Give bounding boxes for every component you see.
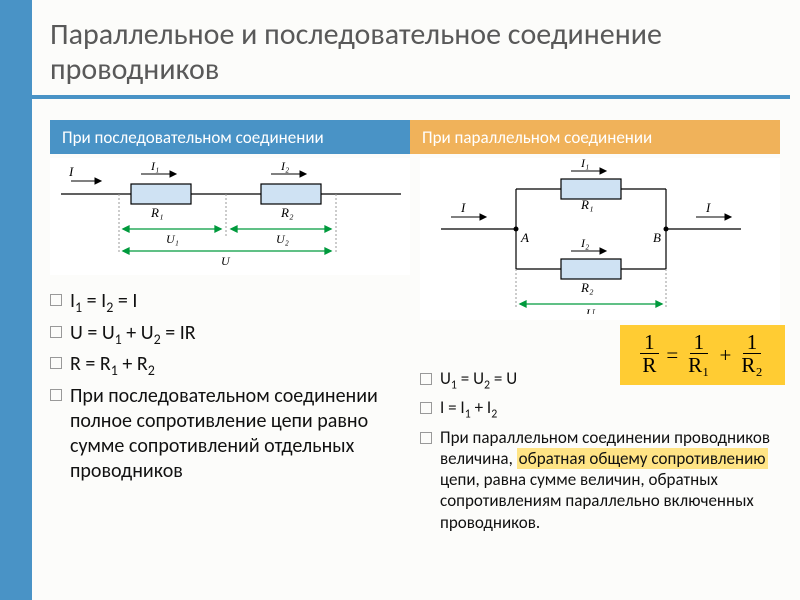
series-eq-resistance: R = R1 + R2 (50, 352, 410, 380)
parallel-resistance-formula: 1R = 1R₁ + 1R₂ (620, 325, 785, 385)
series-eq-current: I1 = I2 = I (50, 289, 410, 317)
band-parallel: При параллельном соединении (410, 120, 780, 154)
highlighted-text: обратная общему сопротивлению (517, 448, 768, 469)
svg-text:U₁: U₁ (166, 232, 179, 246)
bullet-icon (420, 373, 432, 385)
svg-text:A: A (520, 230, 529, 245)
svg-text:R₁: R₁ (580, 197, 593, 212)
parallel-description: При параллельном соединении проводников … (420, 427, 780, 533)
svg-text:I₁: I₁ (150, 159, 159, 173)
svg-text:R₁: R₁ (150, 205, 163, 220)
svg-text:I₂: I₂ (580, 236, 589, 250)
bullet-icon (50, 389, 62, 401)
svg-text:I₁: I₁ (580, 159, 589, 170)
svg-text:I₂: I₂ (280, 159, 289, 173)
bullet-icon (50, 294, 62, 306)
parallel-bullets: U1 = U2 = U I = I1 + I2 При параллельном… (420, 368, 780, 533)
accent-sidebar (0, 0, 32, 600)
svg-text:U: U (586, 306, 596, 314)
parallel-eq-current: I = I1 + I2 (420, 397, 780, 422)
bullet-icon (420, 402, 432, 414)
svg-text:I: I (705, 200, 711, 215)
band-series: При последовательном соединении (50, 120, 410, 154)
svg-text:R₂: R₂ (580, 280, 594, 295)
svg-text:I: I (68, 164, 74, 179)
column-series: I I₁ I₂ R₁ R₂ (50, 158, 410, 537)
series-eq-voltage: U = U1 + U2 = IR (50, 321, 410, 349)
bullet-icon (50, 357, 62, 369)
svg-text:I: I (460, 200, 466, 215)
bullet-icon (420, 432, 432, 444)
series-description: При последовательном соединении полное с… (50, 384, 410, 484)
svg-text:B: B (653, 230, 661, 245)
page-title: Параллельное и последовательное соединен… (50, 18, 790, 87)
title-block: Параллельное и последовательное соединен… (32, 18, 790, 99)
parallel-circuit-diagram: A B I I I₁ I₂ R₁ R₂ (420, 158, 780, 320)
section-bands: При последовательном соединении При пара… (50, 120, 780, 154)
svg-text:U: U (221, 254, 231, 268)
svg-text:R₂: R₂ (280, 205, 294, 220)
bullet-icon (50, 326, 62, 338)
series-circuit-diagram: I I₁ I₂ R₁ R₂ (50, 158, 410, 275)
series-bullets: I1 = I2 = I U = U1 + U2 = IR R = R1 + R2… (50, 289, 410, 484)
svg-text:U₂: U₂ (276, 232, 289, 246)
